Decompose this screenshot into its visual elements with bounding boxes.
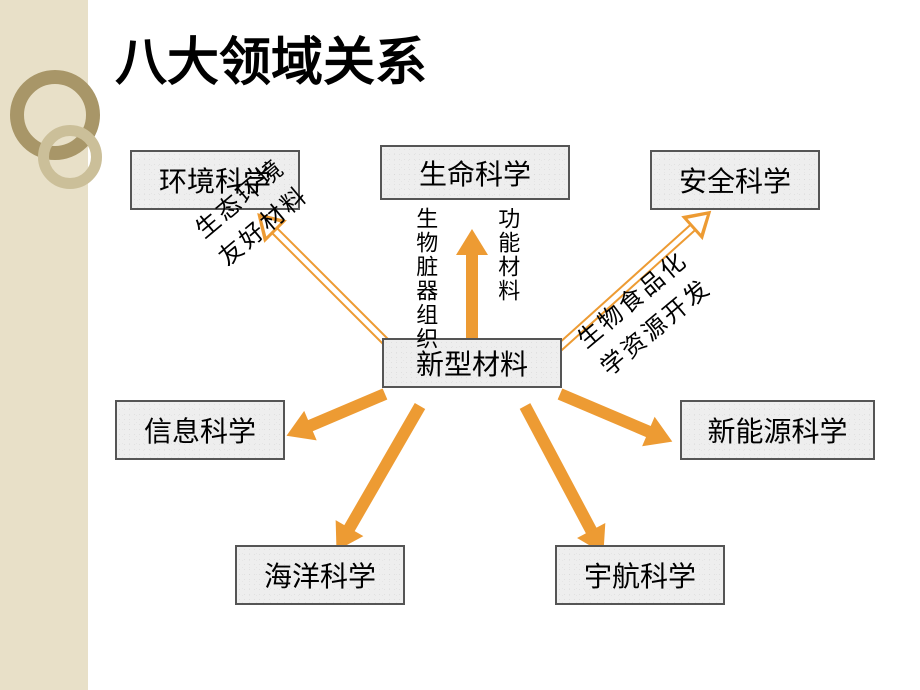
node-info: 信息科学 <box>115 400 285 460</box>
vertical-label-1: 功能材料 <box>490 207 525 303</box>
vertical-label-0: 生物脏器组织 <box>408 207 443 351</box>
node-space: 宇航科学 <box>555 545 725 605</box>
ring-small <box>38 125 102 189</box>
arrow-to-info <box>282 379 391 449</box>
node-safety: 安全科学 <box>650 150 820 210</box>
arrow-to-newenergy <box>554 379 677 455</box>
node-life: 生命科学 <box>380 145 570 200</box>
page-title: 八大领域关系 <box>115 20 427 95</box>
node-ocean: 海洋科学 <box>235 545 405 605</box>
node-newenergy: 新能源科学 <box>680 400 875 460</box>
